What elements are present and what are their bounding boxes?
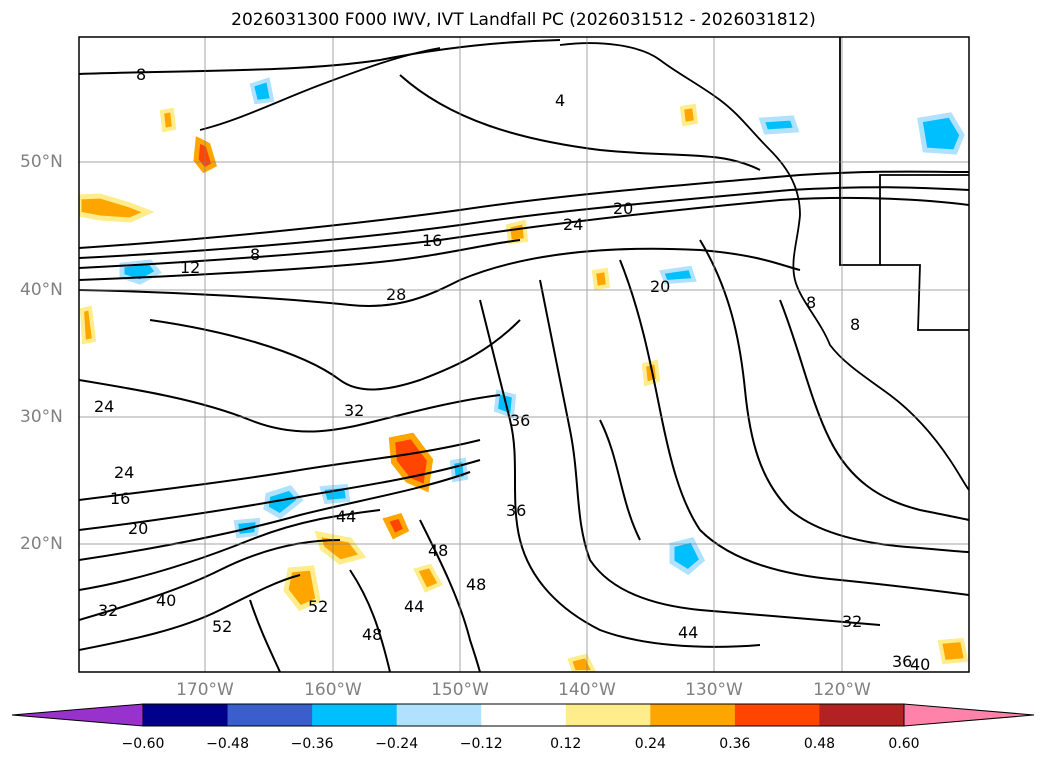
colorbar-segment [565, 704, 651, 726]
colorbar-tick-label: −0.60 [121, 736, 165, 752]
contour-label: 40 [156, 591, 176, 610]
contour-label: 28 [386, 285, 406, 304]
lon-label-150w: 150°W [431, 680, 489, 700]
contour-label: 24 [563, 215, 583, 234]
contour-label: 8 [850, 315, 860, 334]
gridlines [79, 37, 969, 672]
contour-label: 4 [555, 91, 565, 110]
lat-label-50n: 50°N [20, 152, 63, 172]
colorbar-extension-high [903, 703, 1035, 727]
contour-label: 44 [404, 597, 424, 616]
lat-label-30n: 30°N [20, 407, 63, 427]
contour-label: 44 [678, 623, 698, 642]
colorbar-tick-label: −0.48 [206, 736, 249, 752]
contour-label: 16 [422, 231, 442, 250]
colorbar-segment [819, 704, 905, 726]
colorbar-tick-label: 0.24 [634, 736, 666, 752]
contour-label: 36 [510, 411, 530, 430]
colorbar-tick-label: −0.36 [290, 736, 334, 752]
colorbar-tick-label: −0.12 [459, 736, 503, 752]
colorbar-segment [396, 704, 482, 726]
colorbar-segment [143, 704, 229, 726]
lat-label-40n: 40°N [20, 280, 63, 300]
colorbar-tick-label: 0.48 [803, 736, 836, 752]
contour-label: 52 [212, 617, 232, 636]
contour-label: 32 [842, 612, 862, 631]
plot-frame [78, 36, 970, 673]
coastline [199, 37, 969, 491]
colorbar-frame [142, 703, 905, 727]
lat-label-20n: 20°N [20, 534, 63, 554]
colorbar-segment [312, 704, 398, 726]
contour-label: 48 [362, 625, 382, 644]
contour-label: 8 [136, 65, 146, 84]
colorbar-segment [481, 704, 567, 726]
lon-label-140w: 140°W [558, 680, 616, 700]
colorbar-tick-label: 0.60 [888, 736, 920, 752]
lon-label-170w: 170°W [176, 680, 234, 700]
contour-labels: 8 4 20 24 16 8 12 28 20 32 36 36 24 24 1… [94, 65, 930, 674]
contour-label: 20 [613, 199, 633, 218]
contour-label: 16 [110, 489, 130, 508]
colorbar [11, 703, 1035, 727]
contour-label: 40 [910, 655, 930, 674]
contour-label: 32 [344, 401, 364, 420]
colorbar-tick-label: −0.24 [375, 736, 419, 752]
plot-area [79, 37, 969, 672]
contour-label: 20 [128, 519, 148, 538]
contour-label: 48 [428, 541, 448, 560]
contour-label: 32 [98, 601, 118, 620]
colorbar-segment [650, 704, 736, 726]
colorbar-tick-label: 0.36 [719, 736, 751, 752]
colorbar-extension-low [11, 703, 144, 727]
contour-label: 24 [114, 463, 134, 482]
contour-label: 36 [892, 652, 912, 671]
colorbar-segment [734, 704, 820, 726]
contour-label: 52 [308, 597, 328, 616]
lon-label-130w: 130°W [685, 680, 743, 700]
contour-label: 20 [650, 277, 670, 296]
lon-label-120w: 120°W [813, 680, 871, 700]
colorbar-tick-label: 0.12 [550, 736, 582, 752]
contour-label: 8 [250, 245, 260, 264]
contour-label: 44 [336, 507, 356, 526]
contour-label: 12 [180, 258, 200, 277]
map-title: 2026031300 F000 IWV, IVT Landfall PC (20… [231, 10, 816, 30]
contour-label: 8 [806, 293, 816, 312]
contour-label: 48 [466, 575, 486, 594]
lon-label-160w: 160°W [304, 680, 362, 700]
contour-label: 24 [94, 397, 114, 416]
colorbar-segment [227, 704, 313, 726]
contour-label: 36 [506, 501, 526, 520]
iwv-contours [79, 39, 969, 672]
